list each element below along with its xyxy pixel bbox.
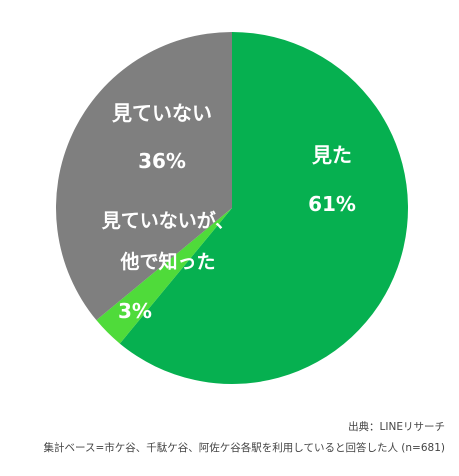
label-heard-name-line1: 見ていないが、	[102, 209, 235, 232]
label-unseen-value: 36%	[138, 149, 186, 173]
pie-slice-heard-elsewhere	[96, 208, 232, 344]
label-unseen-name: 見ていない	[112, 101, 212, 125]
pie-slice-unseen	[56, 32, 233, 321]
label-heard-value: 3%	[118, 299, 152, 323]
pie-slices	[56, 32, 409, 384]
source-credit: 出典：LINEリサーチ	[348, 421, 445, 433]
survey-base-note: 集計ベース=市ケ谷、千駄ケ谷、阿佐ケ谷各駅を利用していると回答した人 (n=68…	[43, 442, 445, 454]
label-seen-value: 61%	[308, 192, 356, 216]
label-heard-name-line2: 他で知った	[119, 250, 215, 273]
pie-slice-seen	[119, 32, 409, 384]
label-seen-name: 見た	[312, 143, 352, 167]
pie-chart: 見た 61% 見ていない 36% 見ていないが、 他で知った 3%	[56, 32, 409, 384]
